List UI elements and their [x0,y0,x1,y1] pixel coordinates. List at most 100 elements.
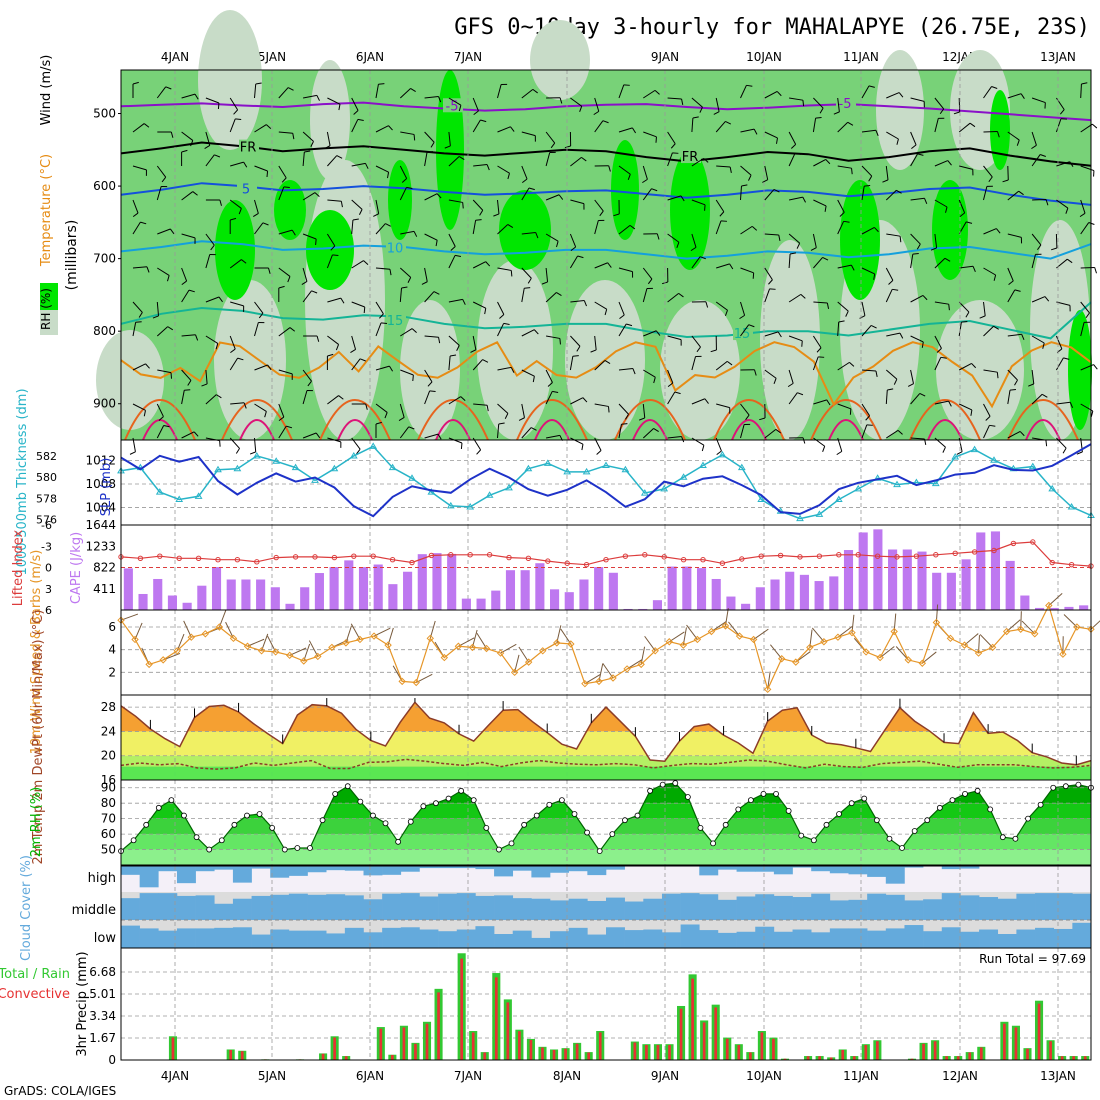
wind-barb-flag-6-39 [1085,312,1090,319]
wind-barb-flag-5-27 [789,252,797,255]
isotherm-25-loop-2 [337,419,373,441]
rh2m-point-73 [1037,801,1044,808]
wind-barb-flag-5-38 [1066,258,1073,264]
wind-barb-4-14 [472,220,477,235]
wind-barb-flag-2-5 [266,170,269,178]
wind-barb-6-5 [254,301,264,314]
wind10m-barb-24 [458,637,475,647]
wind-barb-9-29 [837,403,852,410]
wind-barb-flag-9-21 [638,417,645,421]
wind-barb-flag-9-16 [518,417,525,421]
cloud-middle-bar-41 [885,894,905,920]
wind-barb-flag-2-6 [281,177,287,183]
wind-barb-flag-4-6 [291,229,296,236]
wind-barb-flag-2-37 [1039,154,1046,158]
cloud-low-bar-13 [363,932,383,948]
isotherm-label-bg-5 [386,240,406,255]
wind-barb-5-23 [691,256,701,269]
wind-barb-flag-3-0 [132,212,139,218]
date-axis-bottom: 4JAN 5JAN 6JAN 7JAN 8JAN 9JAN 10JAN 11JAN 12JAN 1… [161,1069,1076,1083]
precip-conv-bar-77 [1014,1027,1018,1060]
thickness-point-10 [311,476,319,483]
wind-barb-3-35 [983,186,988,201]
isotherm-label-0: -5 [446,99,459,114]
wind-barb-flag-0-7 [316,95,320,101]
wind-barb-flag-10-5 [249,451,256,455]
wind-barb-flag-7-14 [470,349,477,353]
wind-barb-flag-9-19 [607,406,610,413]
wind-barb-1-2 [181,131,194,141]
wind10m-barb-68 [1063,614,1078,628]
wind-barb-3-27 [788,196,803,201]
rh-tick-70: 70 [101,812,116,826]
wind-barb-flag-5-14 [485,261,491,267]
wind-barb-4-16 [521,232,536,235]
rh-moist-area-11 [990,90,1010,170]
wind-barb-5-14 [472,261,486,269]
wind-barb-3-38 [1056,199,1069,209]
wind-barb-8-27 [788,369,794,384]
rh2m-point-15 [307,845,313,851]
wind-barb-flag-8-26 [773,378,777,385]
wind-tick-6: 6 [108,620,116,634]
cloud-middle-bar-17 [438,893,458,920]
wind-barb-2-4 [230,161,244,167]
cloud-middle-bar-32 [717,899,737,920]
wind10m-barb-18 [373,627,391,637]
wind-barb-flag-10-18 [581,444,584,451]
wind-barb-flag-2-28 [825,159,831,165]
wind10m-point-68 [1073,623,1081,631]
wind-barb-8-22 [667,369,674,384]
date-top-7JAN: 7JAN [454,50,482,64]
cape-bar-21 [432,553,442,610]
wind-barb-flag-8-0 [145,363,150,369]
rh2m-point-28 [470,797,477,803]
rh2m-point-6 [193,834,200,841]
upper-ytick-500: 500 [93,107,116,121]
rh-moist-area-9 [932,180,968,280]
thickness-point-38 [854,484,863,492]
cape-bar-41 [726,596,736,610]
wind-barb-2-3 [205,154,215,167]
wind-barb-flag-7-1 [167,326,174,331]
wind-barb-flag-7-30 [870,324,877,329]
wind-barb-flag-2-15 [507,173,510,180]
wind-barb-flag-9-37 [1041,393,1048,398]
cloud-middle-bar-50 [1053,893,1073,920]
wind-barb-2-13 [448,156,460,167]
precip-conv-bar-4 [171,1037,175,1060]
wind-barb-9-4 [230,402,245,405]
wind-barb-3-12 [424,193,438,201]
cape-bar-43 [755,587,765,610]
wind-barb-8-3 [205,369,208,384]
wind-barb-9-19 [594,403,609,407]
cloud-middle-bar-14 [382,893,402,920]
wind-barb-flag-7-10 [380,322,388,325]
cape-bar-38 [682,566,692,610]
lifted-index-point-25 [603,557,609,563]
wind-barb-6-4 [230,301,244,307]
precip-conv-bar-62 [841,1049,845,1060]
wind-barb-4-18 [569,233,577,248]
rh-band-5 [121,849,1091,865]
wind10m-point-10 [257,647,266,655]
thickness-point-8 [272,457,281,464]
wind-barb-6-35 [983,301,986,316]
wind-barb-5-19 [594,262,608,269]
cloud-high-bar-23 [550,866,569,873]
cape-tick-822: 822 [93,561,116,575]
wind-barb-1-15 [497,126,511,133]
thickness-point-13 [369,442,378,449]
wind-barb-3-5 [254,199,259,214]
wind-barb-flag-1-11 [413,134,416,141]
wind-barb-flag-10-22 [681,436,685,443]
wind10m-point-60 [960,641,969,649]
wind10m-barb-45 [753,628,769,640]
wind-barb-2-29 [837,165,852,169]
wind-barb-3-15 [497,199,500,214]
wind-barb-flag-8-16 [532,376,535,383]
wind10m-point-37 [637,660,645,669]
cloud-low-bar-18 [456,929,476,948]
thickness-point-15 [408,474,416,481]
wind10m-point-2 [145,660,153,669]
